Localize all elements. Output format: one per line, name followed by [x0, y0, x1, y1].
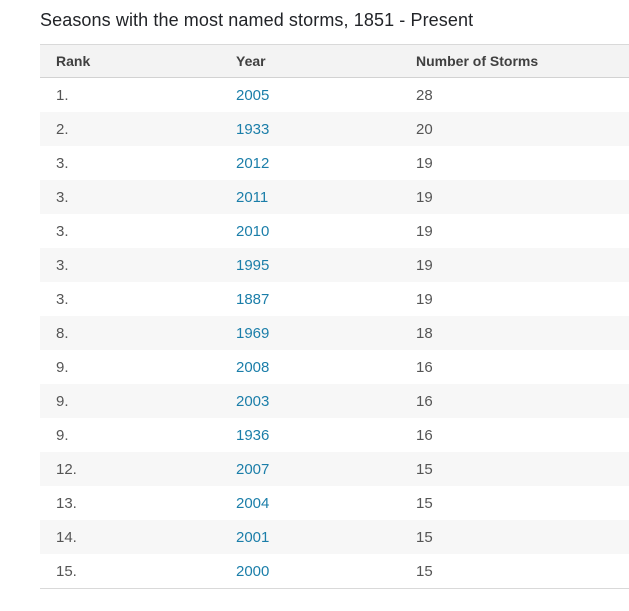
- rank-cell: 9.: [40, 418, 220, 452]
- storms-cell: 15: [400, 520, 629, 554]
- rank-cell: 3.: [40, 248, 220, 282]
- year-link[interactable]: 2008: [236, 358, 270, 376]
- year-cell: 1933: [220, 112, 400, 146]
- year-link[interactable]: 2001: [236, 528, 270, 546]
- year-cell: 1969: [220, 316, 400, 350]
- year-link[interactable]: 1887: [236, 290, 270, 308]
- storms-cell: 15: [400, 486, 629, 520]
- year-cell: 1995: [220, 248, 400, 282]
- year-cell: 2003: [220, 384, 400, 418]
- storms-cell: 20: [400, 112, 629, 146]
- year-link[interactable]: 2000: [236, 562, 270, 580]
- table-row: 9. 2008 16: [40, 350, 629, 384]
- table-row: 3. 1887 19: [40, 282, 629, 316]
- rank-cell: 12.: [40, 452, 220, 486]
- year-link[interactable]: 1933: [236, 120, 270, 138]
- storms-cell: 28: [400, 77, 629, 112]
- table-row: 14. 2001 15: [40, 520, 629, 554]
- table-row: 3. 2012 19: [40, 146, 629, 180]
- storms-cell: 19: [400, 248, 629, 282]
- rank-cell: 9.: [40, 384, 220, 418]
- year-link[interactable]: 2003: [236, 392, 270, 410]
- year-link[interactable]: 2012: [236, 154, 270, 172]
- year-cell: 1887: [220, 282, 400, 316]
- year-link[interactable]: 2007: [236, 460, 270, 478]
- year-link[interactable]: 2010: [236, 222, 270, 240]
- table-row: 1. 2005 28: [40, 77, 629, 112]
- year-link[interactable]: 2004: [236, 494, 270, 512]
- column-header-year: Year: [220, 44, 400, 78]
- table-header: Rank Year Number of Storms: [40, 44, 629, 78]
- page-title: Seasons with the most named storms, 1851…: [40, 10, 474, 30]
- storms-cell: 15: [400, 554, 629, 589]
- table-row: 3. 1995 19: [40, 248, 629, 282]
- table-body: 1. 2005 28 2. 1933 20 3. 2012 19 3. 2011…: [40, 77, 629, 589]
- header-row: Rank Year Number of Storms: [40, 44, 629, 78]
- year-link[interactable]: 2005: [236, 86, 270, 104]
- table-row: 9. 1936 16: [40, 418, 629, 452]
- storms-cell: 19: [400, 146, 629, 180]
- table-row: 3. 2010 19: [40, 214, 629, 248]
- table-row: 12. 2007 15: [40, 452, 629, 486]
- year-link[interactable]: 2011: [236, 188, 269, 206]
- rank-cell: 3.: [40, 180, 220, 214]
- column-header-rank: Rank: [40, 44, 220, 78]
- storms-cell: 19: [400, 180, 629, 214]
- year-cell: 2000: [220, 554, 400, 589]
- rank-cell: 2.: [40, 112, 220, 146]
- table-row: 8. 1969 18: [40, 316, 629, 350]
- year-link[interactable]: 1936: [236, 426, 270, 444]
- year-cell: 2012: [220, 146, 400, 180]
- year-cell: 2010: [220, 214, 400, 248]
- storms-cell: 15: [400, 452, 629, 486]
- storms-cell: 19: [400, 282, 629, 316]
- storms-cell: 16: [400, 418, 629, 452]
- year-cell: 2004: [220, 486, 400, 520]
- year-link[interactable]: 1995: [236, 256, 270, 274]
- table-section: Seasons with the most named storms, 1851…: [40, 0, 629, 589]
- rank-cell: 3.: [40, 282, 220, 316]
- storms-cell: 16: [400, 350, 629, 384]
- year-cell: 2007: [220, 452, 400, 486]
- table-row: 9. 2003 16: [40, 384, 629, 418]
- year-cell: 2001: [220, 520, 400, 554]
- table-row: 13. 2004 15: [40, 486, 629, 520]
- year-cell: 2011: [220, 180, 400, 214]
- rank-cell: 1.: [40, 77, 220, 112]
- storms-cell: 16: [400, 384, 629, 418]
- storms-cell: 18: [400, 316, 629, 350]
- rank-cell: 13.: [40, 486, 220, 520]
- table-row: 2. 1933 20: [40, 112, 629, 146]
- rank-cell: 15.: [40, 554, 220, 589]
- year-cell: 1936: [220, 418, 400, 452]
- year-cell: 2005: [220, 77, 400, 112]
- rank-cell: 14.: [40, 520, 220, 554]
- year-link[interactable]: 1969: [236, 324, 270, 342]
- rank-cell: 8.: [40, 316, 220, 350]
- rank-cell: 3.: [40, 146, 220, 180]
- rank-cell: 9.: [40, 350, 220, 384]
- table-row: 15. 2000 15: [40, 554, 629, 589]
- table-row: 3. 2011 19: [40, 180, 629, 214]
- storms-cell: 19: [400, 214, 629, 248]
- storms-table: Rank Year Number of Storms 1. 2005 28 2.…: [40, 44, 629, 589]
- rank-cell: 3.: [40, 214, 220, 248]
- year-cell: 2008: [220, 350, 400, 384]
- column-header-number-of-storms: Number of Storms: [400, 44, 629, 78]
